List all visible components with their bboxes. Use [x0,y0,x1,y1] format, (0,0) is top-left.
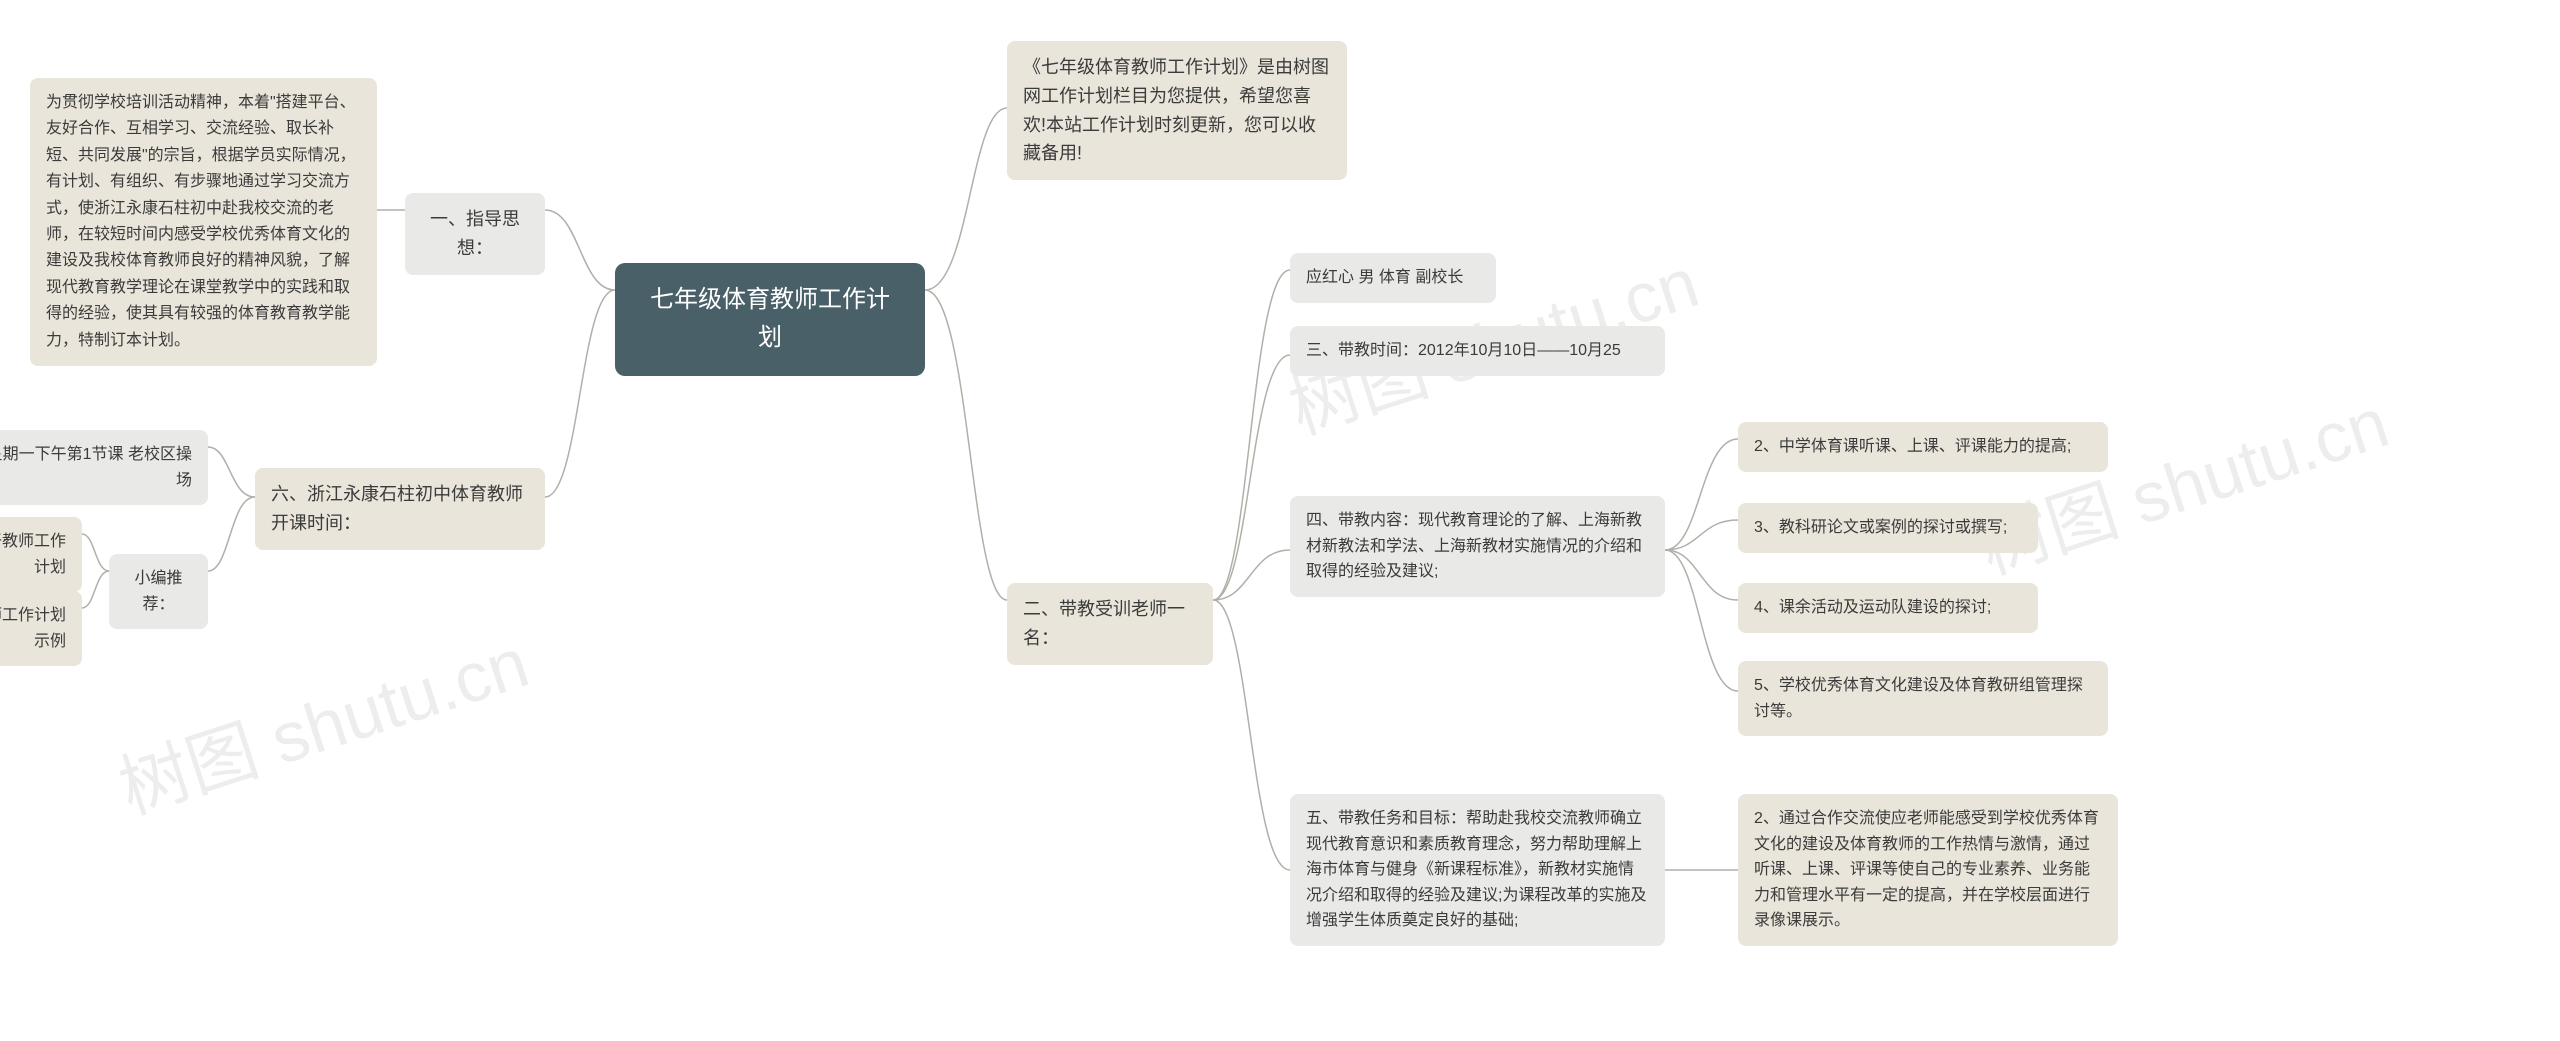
section6-sub2-title: 小编推荐： [109,554,208,629]
intro-node: 《七年级体育教师工作计划》是由树图网工作计划栏目为您提供，希望您喜欢!本站工作计… [1007,41,1347,180]
section2-sub5-item: 2、通过合作交流使应老师能感受到学校优秀体育文化的建设及体育教师的工作热情与激情… [1738,794,2118,946]
section6-sub2-item2: 优秀教师工作计划示例 [0,591,82,666]
section2-sub3-item5: 5、学校优秀体育文化建设及体育教研组管理探讨等。 [1738,661,2108,736]
section1-content: 为贯彻学校培训活动精神，本着"搭建平台、友好合作、互相学习、交流经验、取长补短、… [30,78,377,366]
section2-sub1: 应红心 男 体育 副校长 [1290,253,1496,303]
section2-sub3-item4: 4、课余活动及运动队建设的探讨; [1738,583,2038,633]
section2-sub3-title: 四、带教内容：现代教育理论的了解、上海新教材新教法和学法、上海新教材实施情况的介… [1290,496,1665,597]
section2-sub3-item2: 2、中学体育课听课、上课、评课能力的提高; [1738,422,2108,472]
root-node: 七年级体育教师工作计划 [615,263,925,376]
section2-sub5-title: 五、带教任务和目标：帮助赴我校交流教师确立现代教育意识和素质教育理念，努力帮助理… [1290,794,1665,946]
section6-title: 六、浙江永康石柱初中体育教师开课时间： [255,468,545,550]
section2-sub2: 三、带教时间：2012年10月10日——10月25 [1290,326,1665,376]
section2-title: 二、带教受训老师一名： [1007,583,1213,665]
section6-sub1: 第8周 星期一下午第1节课 老校区操场 [0,430,208,505]
section1-title: 一、指导思想： [405,193,545,275]
section2-sub3-item3: 3、教科研论文或案例的探讨或撰写; [1738,503,2038,553]
section6-sub2-item1: 骨干教师工作计划 [0,517,82,592]
